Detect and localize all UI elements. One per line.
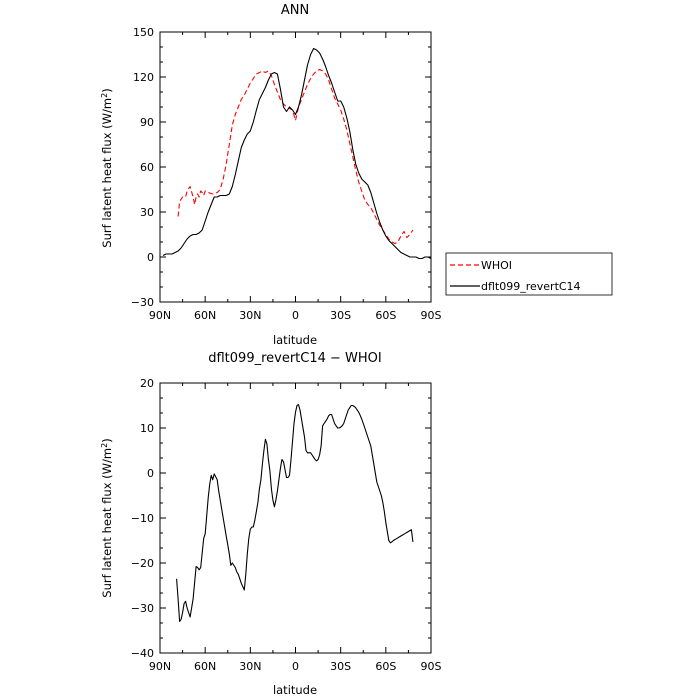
top-y-axis-title-close: )	[100, 88, 114, 93]
top-x-tick-label: 30N	[239, 309, 261, 322]
top-panel: ANN latitude Surf latent heat flux (W/m2…	[100, 3, 613, 347]
top-y-tick-label: 30	[140, 206, 154, 219]
bottom-y-axis-title: Surf latent heat flux (W/m2)	[100, 438, 114, 597]
bottom-y-axis-title-superscript: 2	[100, 443, 109, 448]
top-x-tick-label: 90S	[421, 309, 442, 322]
bottom-y-tick-label: −20	[131, 557, 154, 570]
bottom-plot-frame	[159, 382, 432, 654]
top-y-tick-label: 90	[140, 116, 154, 129]
bottom-y-tick-label: 0	[147, 467, 154, 480]
top-y-axis-title-main: Surf latent heat flux (W/m	[100, 98, 114, 248]
bottom-x-tick-label: 0	[292, 660, 299, 673]
bottom-y-tick-label: −40	[131, 647, 154, 660]
legend-model-label: dflt099_revertC14	[481, 280, 581, 293]
bottom-y-tick-label: −10	[131, 512, 154, 525]
legend-box	[445, 252, 613, 296]
legend-whoi-label: WHOI	[481, 259, 512, 272]
bottom-x-tick-label: 60S	[375, 660, 396, 673]
top-x-axis-title: latitude	[273, 333, 317, 347]
bottom-x-tick-label: 30S	[330, 660, 351, 673]
bottom-x-tick-label: 90S	[421, 660, 442, 673]
top-x-tick-label: 60S	[375, 309, 396, 322]
bottom-x-tick-label: 30N	[239, 660, 261, 673]
top-plot-title: ANN	[281, 3, 309, 18]
top-plot-frame	[159, 31, 432, 303]
bottom-y-tick-label: 10	[140, 422, 154, 435]
bottom-ticks: 90N 60N 30N 0 30S 60S 90S −40 −30 −20 −10 0 10 20	[131, 377, 442, 673]
bottom-series-line-a	[176, 404, 414, 623]
top-y-axis-title: Surf latent heat flux (W/m2)	[100, 88, 114, 247]
bottom-x-tick-label: 90N	[149, 660, 171, 673]
top-y-tick-label: −30	[131, 296, 154, 309]
legend: WHOI dflt099_revertC14	[445, 252, 613, 296]
top-y-tick-label: 120	[133, 71, 154, 84]
top-y-axis-title-superscript: 2	[100, 93, 109, 98]
top-y-tick-label: 150	[133, 26, 154, 39]
top-x-tick-label: 90N	[149, 309, 171, 322]
bottom-x-axis-title: latitude	[273, 683, 317, 697]
top-series-line-b	[162, 47, 432, 260]
bottom-y-axis-title-main: Surf latent heat flux (W/m	[100, 448, 114, 598]
top-ticks: 90N 60N 30N 0 30S 60S 90S −30 0 30 60 90 120 150	[131, 26, 442, 322]
top-y-tick-label: 60	[140, 161, 154, 174]
bottom-series	[176, 404, 414, 623]
top-x-tick-label: 30S	[330, 309, 351, 322]
bottom-y-tick-label: −30	[131, 602, 154, 615]
bottom-x-tick-label: 60N	[194, 660, 216, 673]
bottom-y-tick-label: 20	[140, 377, 154, 390]
top-series	[162, 47, 432, 260]
top-series-line-a	[177, 68, 414, 245]
bottom-panel: dflt099_revertC14 − WHOI latitude Surf l…	[100, 351, 442, 697]
bottom-plot-title: dflt099_revertC14 − WHOI	[208, 351, 382, 366]
top-x-tick-label: 60N	[194, 309, 216, 322]
top-y-tick-label: 0	[147, 251, 154, 264]
bottom-y-axis-title-close: )	[100, 438, 114, 443]
top-x-tick-label: 0	[292, 309, 299, 322]
